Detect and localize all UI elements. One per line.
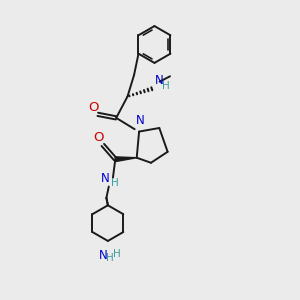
Polygon shape [115,157,137,162]
Text: H: H [113,249,121,259]
Text: H: H [111,178,119,188]
Text: H: H [162,81,170,91]
Text: N: N [136,114,145,128]
Text: H: H [106,254,114,263]
Text: N: N [101,172,110,185]
Text: O: O [88,101,98,114]
Text: N: N [154,74,163,87]
Text: N: N [99,249,108,262]
Text: O: O [93,131,104,144]
